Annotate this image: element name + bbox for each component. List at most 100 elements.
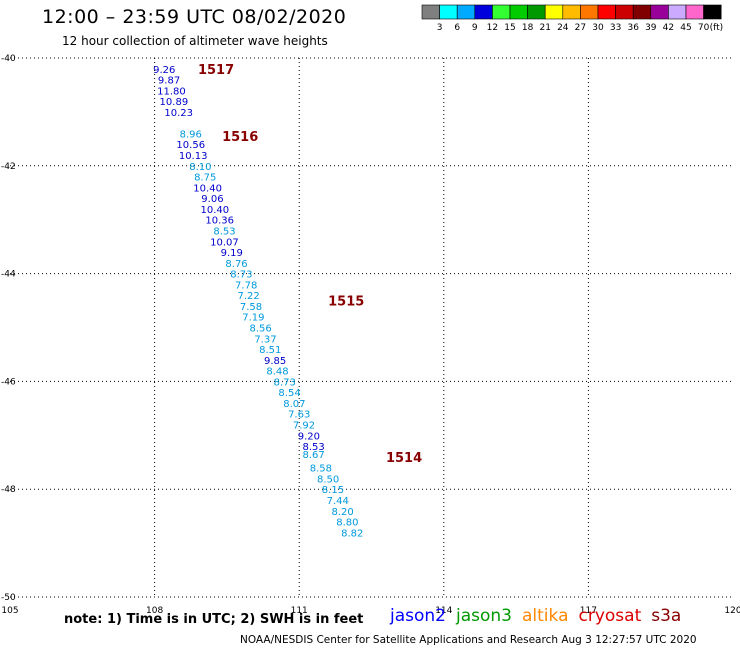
wave-height-label: 7.78 xyxy=(235,280,257,291)
colorbar-label: 18 xyxy=(522,23,534,33)
wave-height-label: 7.58 xyxy=(240,302,262,313)
wave-height-label: 10.56 xyxy=(176,140,205,151)
pass-number-label: 1515 xyxy=(328,295,364,310)
mission-legend-jason3: jason3 xyxy=(456,606,512,626)
wave-height-label: 9.19 xyxy=(221,248,243,259)
wave-height-label: 8.50 xyxy=(317,474,339,485)
wave-height-label: 8.07 xyxy=(283,399,305,410)
wave-height-label: 7.37 xyxy=(254,334,276,345)
colorbar-label: 24 xyxy=(557,23,569,33)
wave-height-label: 8.75 xyxy=(194,173,216,184)
wave-height-label: 8.73 xyxy=(274,377,296,388)
colorbar-swatch xyxy=(668,4,687,20)
lon-tick-label: 108 xyxy=(146,606,163,616)
wave-height-label: 8.20 xyxy=(331,507,353,518)
wave-height-label: 7.92 xyxy=(293,421,315,432)
footer-credit: NOAA/NESDIS Center for Satellite Applica… xyxy=(240,634,697,646)
wave-height-label: 8.51 xyxy=(259,345,281,356)
colorbar-label: 70 xyxy=(698,23,710,33)
colorbar-label: 33 xyxy=(610,23,621,33)
colorbar-unit: (ft) xyxy=(710,23,724,33)
wave-height-label: 7.63 xyxy=(288,410,310,421)
colorbar-label: 12 xyxy=(487,23,498,33)
lat-tick-label: -44 xyxy=(1,270,16,280)
wave-height-label: 8.76 xyxy=(225,259,247,270)
wave-height-label: 7.22 xyxy=(237,291,259,302)
colorbar-swatch xyxy=(562,4,581,20)
wave-height-label: 8.56 xyxy=(250,324,272,335)
pass-number-label: 1514 xyxy=(386,451,422,466)
wave-height-label: 9.06 xyxy=(201,194,223,205)
mission-legend-jason2: jason2 xyxy=(390,606,446,626)
colorbar-label: 6 xyxy=(454,23,460,33)
wave-height-label: 8.53 xyxy=(303,442,325,453)
colorbar-label: 15 xyxy=(504,23,515,33)
wave-height-label: 8.53 xyxy=(213,226,235,237)
wave-height-label: 8.15 xyxy=(322,485,344,496)
lat-tick-label: -42 xyxy=(1,162,16,172)
colorbar-swatch xyxy=(685,4,704,20)
lon-tick-label: 117 xyxy=(580,606,597,616)
lat-tick-label: -50 xyxy=(1,593,16,603)
wave-height-label: 10.36 xyxy=(205,216,234,227)
lat-tick-label: -40 xyxy=(1,54,16,64)
colorbar-label: 39 xyxy=(645,23,657,33)
wave-height-label: 9.85 xyxy=(264,356,286,367)
colorbar-swatch xyxy=(474,4,493,20)
colorbar-swatch xyxy=(456,4,476,20)
wave-height-label: 8.80 xyxy=(336,518,358,529)
wave-height-label: 9.26 xyxy=(153,65,175,76)
footer-note: note: 1) Time is in UTC; 2) SWH is in fe… xyxy=(64,612,364,627)
pass-number-label: 1517 xyxy=(198,63,234,78)
wave-height-label: 10.23 xyxy=(164,108,193,119)
lat-tick-label: -46 xyxy=(1,377,16,387)
colorbar-label: 42 xyxy=(663,23,674,33)
mission-legend-altika: altika xyxy=(522,606,569,626)
wave-height-label: 8.82 xyxy=(341,528,363,539)
colorbar-swatch xyxy=(632,4,652,20)
colorbar-swatch xyxy=(492,4,511,20)
colorbar-swatch xyxy=(509,4,528,20)
wave-height-label: 8.67 xyxy=(303,450,325,461)
colorbar-swatch xyxy=(439,4,458,20)
wave-height-label: 8.73 xyxy=(230,270,252,281)
wave-height-label: 10.40 xyxy=(201,205,230,216)
wave-height-label: 8.58 xyxy=(310,464,332,475)
wave-height-label: 11.80 xyxy=(157,86,186,97)
colorbar-swatch xyxy=(544,4,564,20)
map-subtitle: 12 hour collection of altimeter wave hei… xyxy=(62,34,328,48)
colorbar-swatch xyxy=(703,4,722,20)
colorbar-swatch xyxy=(597,4,616,20)
mission-legend-s3a: s3a xyxy=(651,606,682,626)
colorbar-label: 21 xyxy=(539,23,550,33)
wave-height-label: 8.96 xyxy=(180,129,202,140)
colorbar-swatch xyxy=(527,4,546,20)
lon-tick-label: 120 xyxy=(724,606,740,616)
wave-height-label: 10.07 xyxy=(210,237,239,248)
colorbar-swatch xyxy=(421,4,440,20)
wave-height-label: 10.13 xyxy=(179,151,208,162)
mission-legend: jason2 jason3 altika cryosat s3a xyxy=(390,606,691,626)
colorbar-swatch xyxy=(580,4,599,20)
wave-height-label: 7.19 xyxy=(242,313,264,324)
colorbar-label: 27 xyxy=(575,23,586,33)
colorbar-label: 3 xyxy=(437,23,443,33)
wave-height-label: 7.44 xyxy=(327,496,349,507)
colorbar-label: 9 xyxy=(472,23,478,33)
wave-height-label: 10.89 xyxy=(160,97,189,108)
wave-height-label: 9.87 xyxy=(158,76,180,87)
colorbar-label: 36 xyxy=(627,23,639,33)
pass-number-label: 1516 xyxy=(222,130,258,145)
colorbar-swatch xyxy=(650,4,669,20)
lon-tick-label: 114 xyxy=(435,606,452,616)
mission-legend-cryosat: cryosat xyxy=(578,606,642,626)
lat-tick-label: -48 xyxy=(1,485,16,495)
wave-height-label: 9.20 xyxy=(298,431,320,442)
colorbar-label: 45 xyxy=(680,23,691,33)
lon-tick-label: 111 xyxy=(291,606,308,616)
map-title: 12:00 – 23:59 UTC 08/02/2020 xyxy=(42,6,347,28)
wave-height-label: 10.40 xyxy=(193,183,222,194)
wave-height-label: 8.54 xyxy=(278,388,300,399)
lon-tick-label: 105 xyxy=(1,606,18,616)
